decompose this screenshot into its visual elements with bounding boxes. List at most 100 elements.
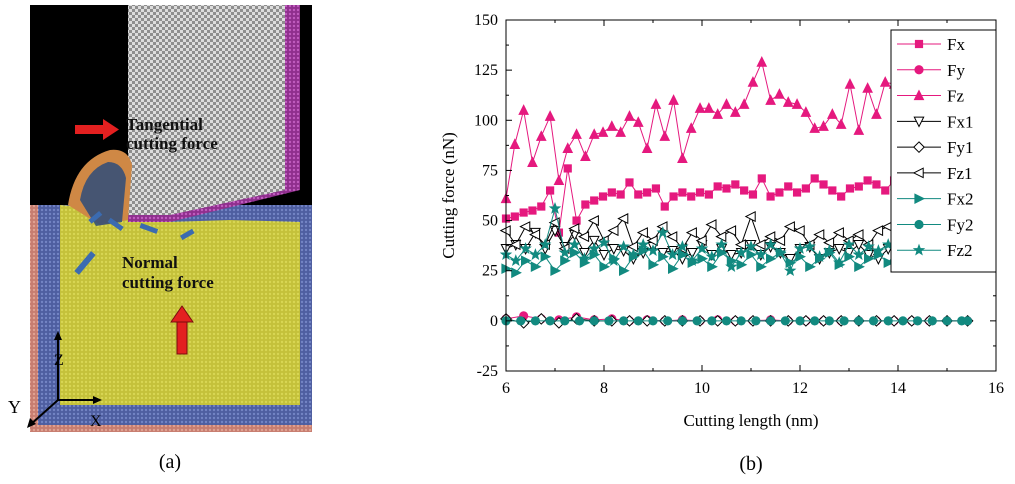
legend-label: Fz (947, 87, 964, 106)
coordinate-axes (29, 335, 98, 426)
legend-entry-Fz1: Fz1 (897, 164, 973, 183)
y-tick-label: 25 (482, 263, 498, 280)
legend-label: Fz2 (947, 241, 973, 260)
data-point-Fx (881, 186, 890, 195)
simulation-snapshot: Tangential cutting force Normal cutting … (8, 5, 312, 473)
data-point-Fz2 (548, 201, 562, 214)
data-point-Fx2 (844, 251, 856, 263)
data-point-Fz (756, 56, 768, 67)
normal-force-arrow (170, 305, 194, 355)
data-point-Fx (528, 206, 537, 215)
data-point-Fz (571, 128, 582, 139)
data-point-Fz (844, 78, 856, 89)
data-point-Fz (668, 94, 679, 105)
data-point-Fz1 (764, 231, 776, 243)
legend-marker (913, 116, 925, 128)
data-point-Fz2 (705, 250, 719, 262)
data-point-Fx (660, 202, 669, 211)
cutting-tool (128, 5, 285, 215)
data-point-Fy2 (516, 316, 526, 326)
data-point-Fz (871, 108, 882, 119)
data-point-Fx (537, 202, 546, 211)
data-point-Fz2 (832, 256, 846, 268)
data-point-Fy2 (780, 316, 790, 326)
data-point-Fx (563, 164, 572, 173)
legend-box (890, 29, 997, 273)
data-point-Fz (624, 110, 635, 121)
data-point-Fx (572, 216, 581, 225)
data-point-Fx2 (560, 255, 571, 267)
dislocation-atoms (74, 210, 195, 275)
data-point-Fx (740, 186, 749, 195)
legend-entry-Fz: Fz (897, 87, 964, 106)
data-point-Fx2 (854, 261, 865, 273)
x-tick-label: 8 (600, 380, 608, 397)
data-point-Fx (757, 174, 766, 183)
data-point-Fx1 (588, 235, 600, 247)
legend-entry-Fy2: Fy2 (897, 215, 973, 234)
data-point-Fz2 (568, 238, 581, 250)
data-point-Fz2 (823, 244, 836, 256)
data-point-Fz1 (852, 229, 864, 241)
legend-entry-Fx: Fx (897, 35, 965, 54)
data-point-Fz (580, 150, 591, 161)
data-point-Fz1 (548, 217, 560, 229)
data-point-Fz1 (509, 239, 521, 251)
data-point-Fz1 (695, 235, 707, 247)
y-tick-label: 125 (474, 62, 498, 79)
z-axis-label: Z (54, 352, 64, 369)
data-point-Fz2 (617, 240, 630, 252)
series-Fx (501, 164, 899, 237)
data-point-Fz (774, 88, 785, 99)
legend-label: Fx (947, 35, 965, 54)
data-point-Fz1 (823, 237, 835, 249)
x-tick-label: 6 (502, 380, 510, 397)
data-point-Fz1 (666, 231, 678, 243)
data-point-Fz (544, 110, 556, 121)
data-point-Fz2 (725, 260, 738, 272)
data-point-Fx (581, 200, 590, 209)
data-point-Fz2 (627, 248, 640, 260)
data-point-Fx (704, 190, 713, 199)
data-point-Fz (818, 120, 829, 131)
data-point-Fx2 (618, 265, 630, 277)
data-point-Fz (588, 128, 600, 139)
legend-label: Fx1 (947, 112, 973, 131)
data-point-Fy2 (912, 316, 923, 326)
data-point-Fy2 (560, 316, 570, 326)
data-point-Fz2 (764, 238, 777, 250)
legend-marker (913, 89, 925, 101)
data-point-Fz2 (685, 254, 699, 266)
data-point-Fz1 (617, 213, 629, 225)
legend: Fx Fy Fz Fx1 Fy1 Fz1 Fx2 Fy2 Fz2 (890, 29, 997, 273)
caption-b: (b) (739, 453, 762, 475)
data-point-Fy2 (839, 316, 849, 326)
legend-marker (914, 39, 924, 49)
data-point-Fz2 (529, 248, 542, 260)
data-point-Fz1 (627, 241, 639, 253)
data-point-Fx (678, 188, 687, 197)
data-point-Fx1 (686, 247, 698, 259)
data-point-Fz2 (587, 242, 601, 254)
normal-label-line2: cutting force (122, 273, 214, 292)
x-tick-label: 12 (792, 380, 808, 397)
data-point-Fz (597, 126, 609, 137)
data-point-Fx2 (658, 251, 669, 263)
data-point-Fx (837, 192, 846, 201)
data-point-Fx (792, 188, 802, 197)
data-point-Fz1 (744, 211, 756, 223)
legend-marker (913, 141, 925, 154)
data-point-Fx2 (746, 249, 758, 261)
data-point-Fx (748, 190, 758, 199)
tangential-label-line1: Tangential (126, 115, 203, 134)
data-point-Fz2 (519, 242, 532, 254)
data-point-Fz (747, 76, 759, 87)
legend-marker (912, 167, 924, 179)
data-point-Fz (835, 118, 847, 129)
legend-entry-Fy1: Fy1 (897, 138, 973, 157)
cutting-force-chart: 6 8 10 12 14 16 -25 0 25 50 75 100 125 150 Cutting le… (439, 12, 1004, 475)
data-point-Fz1 (607, 225, 619, 237)
data-point-Fx (713, 182, 722, 191)
data-point-Fx (519, 208, 528, 217)
data-point-Fy2 (810, 316, 820, 326)
